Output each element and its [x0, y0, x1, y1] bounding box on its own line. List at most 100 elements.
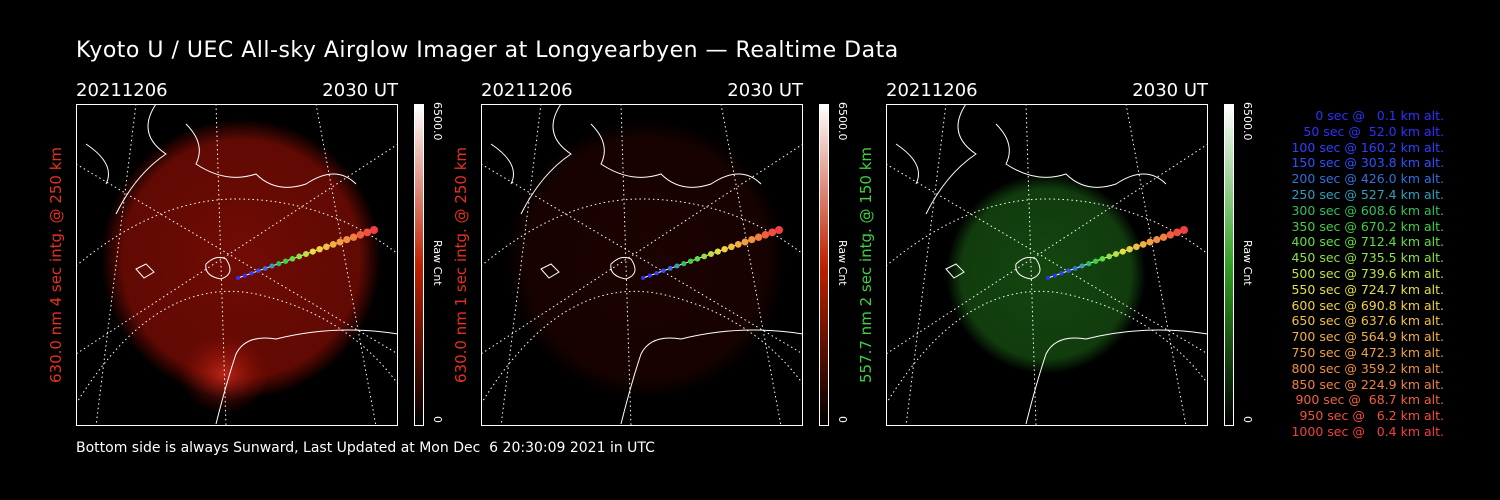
trajectory-point	[236, 276, 240, 280]
trajectory-point	[1166, 231, 1175, 239]
color-bar	[1224, 104, 1234, 426]
trajectory-point	[728, 243, 735, 251]
airglow-image	[101, 119, 381, 399]
trajectory-point	[1113, 251, 1119, 257]
trajectory-point	[329, 241, 337, 248]
color-bar-min: 0	[836, 416, 849, 423]
trajectory-point	[309, 248, 316, 255]
color-bar-min: 0	[1241, 416, 1254, 423]
trajectory-point	[647, 273, 652, 278]
legend-entry: 550 sec @ 724.7 km alt.	[1291, 281, 1444, 297]
trajectory-point	[1153, 236, 1161, 244]
trajectory-point	[1159, 233, 1168, 241]
trajectory-point	[748, 236, 756, 244]
coastline	[490, 104, 803, 425]
lat-lon-grid	[76, 104, 398, 426]
trajectory-point	[694, 256, 701, 262]
wavelength-label: 630.0 nm 1 sec intg. @ 250 km	[452, 146, 470, 384]
legend-entry: 150 sec @ 303.8 km alt.	[1291, 155, 1444, 171]
trajectory-point	[1099, 256, 1106, 262]
trajectory-point	[256, 268, 261, 274]
panel-time: 2030 UT	[727, 80, 803, 101]
trajectory-point	[356, 231, 365, 239]
lat-lon-grid	[481, 104, 803, 426]
panel-date: 20211206	[481, 80, 573, 101]
trajectory-point	[1052, 273, 1057, 278]
color-bar	[819, 104, 829, 426]
trajectory-point	[262, 266, 268, 271]
trajectory-point	[768, 228, 777, 237]
trajectory-point	[654, 271, 659, 276]
legend-entry: 300 sec @ 608.6 km alt.	[1291, 202, 1444, 218]
trajectory-point	[701, 253, 708, 260]
legend-entry: 750 sec @ 472.3 km alt.	[1291, 344, 1444, 360]
trajectory-point	[1126, 246, 1133, 253]
rocket-trajectory	[641, 226, 783, 280]
last-updated-note: Bottom side is always Sunward, Last Upda…	[76, 440, 655, 456]
trajectory-point	[761, 231, 770, 239]
trajectory-point	[1133, 243, 1140, 251]
trajectory-point	[714, 248, 721, 255]
legend-entry: 600 sec @ 690.8 km alt.	[1291, 297, 1444, 313]
legend-entry: 500 sec @ 739.6 km alt.	[1291, 265, 1444, 281]
panel-date: 20211206	[76, 80, 168, 101]
all-sky-map	[481, 104, 803, 426]
trajectory-point	[687, 258, 694, 264]
trajectory-point	[1046, 276, 1050, 280]
trajectory-point	[674, 263, 680, 269]
color-bar-unit: Raw Cnt	[1241, 240, 1254, 286]
color-bar-unit: Raw Cnt	[836, 240, 849, 286]
trajectory-point	[741, 238, 749, 246]
legend-entry: 900 sec @ 68.7 km alt.	[1295, 392, 1444, 408]
trajectory-point	[1059, 271, 1064, 276]
color-bar-max: 6500.0	[431, 102, 444, 141]
trajectory-point	[721, 246, 728, 253]
trajectory-point	[1066, 268, 1071, 274]
trajectory-point	[661, 268, 666, 274]
rocket-trajectory	[236, 226, 378, 280]
trajectory-point	[1086, 261, 1092, 267]
legend-entry: 0 sec @ 0.1 km alt.	[1315, 108, 1444, 123]
trajectory-point	[242, 273, 247, 278]
trajectory-point	[667, 266, 673, 271]
trajectory-point	[1173, 228, 1182, 237]
legend-entry: 800 sec @ 359.2 km alt.	[1291, 360, 1444, 376]
trajectory-point	[363, 228, 372, 237]
all-sky-map	[886, 104, 1208, 426]
all-sky-map	[76, 104, 398, 426]
trajectory-point	[1072, 266, 1078, 271]
trajectory-legend: 0 sec @ 0.1 km alt. 50 sec @ 52.0 km alt.…	[1262, 108, 1444, 440]
legend-entry: 650 sec @ 637.6 km alt.	[1291, 313, 1444, 329]
trajectory-point	[296, 253, 303, 260]
color-bar-max: 6500.0	[836, 102, 849, 141]
imager-panel-2: 20211206 2030 UT 630.0 nm 1 sec intg. @ 25…	[452, 80, 901, 430]
lat-lon-grid	[886, 104, 1208, 426]
trajectory-point	[1079, 263, 1085, 269]
legend-entry: 50 sec @ 52.0 km alt.	[1303, 123, 1444, 139]
trajectory-point	[336, 238, 344, 246]
trajectory-point	[370, 226, 378, 234]
trajectory-point	[1092, 258, 1099, 264]
trajectory-point	[1106, 253, 1113, 260]
trajectory-point	[282, 258, 289, 264]
trajectory-point	[681, 261, 687, 267]
imager-panel-1: 20211206 2030 UT 630.0 nm 4 sec intg. @ 25…	[47, 80, 496, 430]
trajectory-point	[641, 276, 645, 280]
trajectory-point	[349, 233, 358, 241]
trajectory-point	[269, 263, 275, 269]
legend-entry: 850 sec @ 224.9 km alt.	[1291, 376, 1444, 392]
panel-date: 20211206	[886, 80, 978, 101]
trajectory-point	[734, 241, 742, 248]
trajectory-point	[754, 233, 763, 241]
legend-entry: 1000 sec @ 0.4 km alt.	[1291, 423, 1444, 439]
imager-panel-3: 20211206 2030 UT 557.7 nm 2 sec intg. @ 15…	[857, 80, 1306, 430]
wavelength-label: 630.0 nm 4 sec intg. @ 250 km	[47, 146, 65, 384]
coastline	[85, 104, 398, 425]
legend-entry: 400 sec @ 712.4 km alt.	[1291, 234, 1444, 250]
trajectory-point	[323, 243, 330, 251]
legend-entry: 450 sec @ 735.5 km alt.	[1291, 250, 1444, 266]
color-bar	[414, 104, 424, 426]
airglow-image	[506, 119, 786, 399]
legend-entry: 200 sec @ 426.0 km alt.	[1291, 171, 1444, 187]
trajectory-point	[289, 256, 296, 262]
